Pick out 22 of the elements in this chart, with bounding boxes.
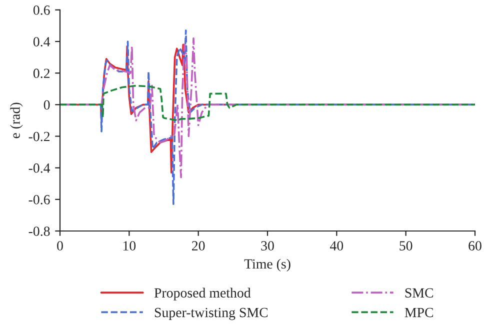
line-series (60, 84, 475, 122)
y-tick-label: 0 (44, 100, 50, 110)
x-tick-label: 40 (330, 241, 344, 250)
x-tick-label: 60 (468, 241, 482, 250)
y-tick-label: -0.4 (28, 163, 50, 173)
x-tick-label: 30 (261, 241, 274, 250)
legend-label: MPC (404, 308, 434, 318)
legend-label: Super-twisting SMC (154, 308, 268, 320)
y-tick-label: 0.4 (33, 37, 50, 46)
y-tick-label: 0.6 (33, 5, 50, 15)
y-tick-label: -0.6 (28, 194, 50, 204)
legend-label: Proposed method (154, 288, 251, 300)
x-tick-label: 10 (123, 241, 136, 250)
y-tick-label: 0.2 (33, 68, 50, 78)
y-axis-title: e (rad) (10, 102, 23, 138)
y-tick-label: -0.8 (28, 226, 50, 236)
x-tick-label: 0 (57, 241, 63, 250)
legend-label: SMC (405, 288, 434, 298)
x-axis-title: Time (s) (244, 258, 290, 272)
x-tick-label: 50 (400, 241, 412, 250)
x-tick-label: 20 (192, 241, 205, 250)
y-tick-label: -0.2 (28, 132, 50, 142)
